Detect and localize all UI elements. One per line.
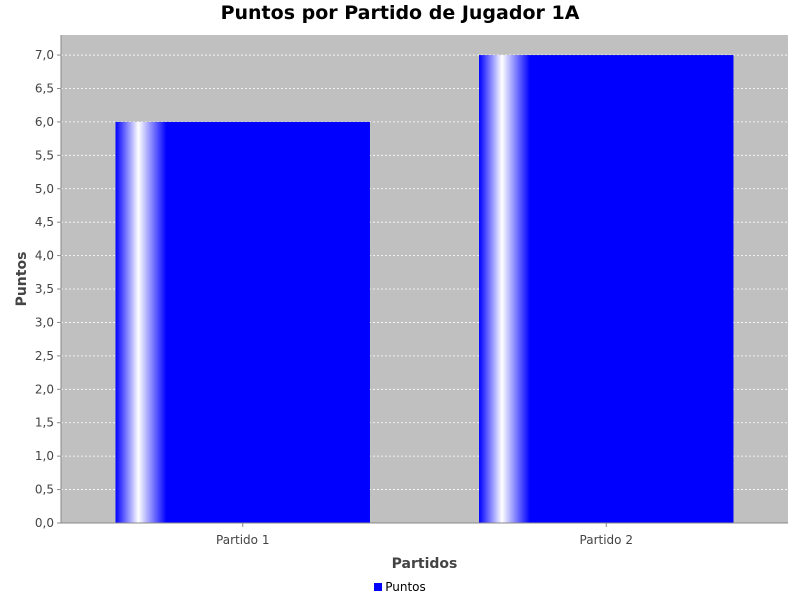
y-tick-label: 6,0: [35, 115, 54, 129]
y-tick-label: 2,5: [35, 349, 54, 363]
y-tick-label: 1,5: [35, 416, 54, 430]
y-tick-label: 4,5: [35, 215, 54, 229]
legend-item-label: Puntos: [385, 580, 426, 594]
chart-title: Puntos por Partido de Jugador 1A: [220, 2, 580, 24]
y-tick-label: 5,5: [35, 148, 54, 162]
axes: [57, 35, 788, 527]
x-tick-labels: Partido 1 Partido 2: [216, 533, 633, 547]
y-tick-label: 6,5: [35, 81, 54, 95]
y-tick-label: 1,0: [35, 449, 54, 463]
y-axis-label: Puntos: [14, 252, 30, 307]
x-tick-label: Partido 1: [216, 533, 269, 547]
y-tick-label: 4,0: [35, 249, 54, 263]
y-tick-label: 0,5: [35, 483, 54, 497]
y-tick-labels: 0,0 0,5 1,0 1,5 2,0 2,5 3,0 3,5 4,0 4,5 5,0 5,5 6,0 6…: [35, 48, 54, 530]
y-tick-label: 3,5: [35, 282, 54, 296]
bar: [479, 55, 734, 523]
x-tick-label: Partido 2: [580, 533, 633, 547]
legend-swatch: [374, 582, 383, 591]
x-axis-label: Partidos: [392, 556, 458, 572]
bar: [115, 121, 370, 523]
y-tick-label: 5,0: [35, 182, 54, 196]
bars: [115, 55, 734, 523]
legend: Puntos: [0, 580, 800, 594]
y-tick-label: 3,0: [35, 315, 54, 329]
y-tick-label: 7,0: [35, 48, 54, 62]
y-tick-label: 2,0: [35, 382, 54, 396]
y-tick-label: 0,0: [35, 516, 54, 530]
